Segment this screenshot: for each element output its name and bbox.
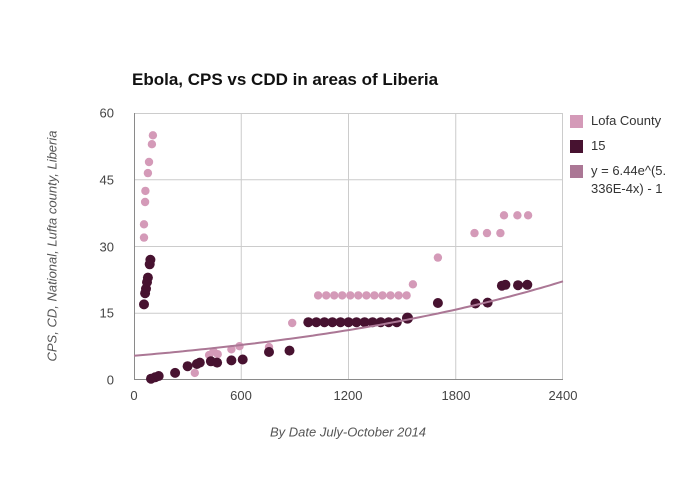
data-point xyxy=(370,291,379,300)
data-point xyxy=(327,317,338,328)
legend-item-15[interactable]: 15 xyxy=(570,137,690,155)
x-tick-label: 1200 xyxy=(333,388,363,403)
data-point xyxy=(153,371,164,381)
trendline xyxy=(133,280,564,357)
legend-label: Lofa County xyxy=(591,113,662,128)
data-point xyxy=(226,355,237,366)
data-point xyxy=(313,291,323,300)
data-point xyxy=(194,357,205,368)
data-point xyxy=(288,318,297,328)
data-point xyxy=(330,291,339,300)
legend-item-trendline[interactable]: y = 6.44e^(5. 336E-4x) - 1 xyxy=(570,162,690,198)
data-point xyxy=(143,168,153,178)
data-point xyxy=(522,279,533,290)
data-point xyxy=(386,291,395,300)
x-tick-label: 1800 xyxy=(441,388,471,403)
data-point xyxy=(144,157,154,167)
data-point xyxy=(237,354,248,365)
data-point xyxy=(148,131,158,140)
y-axis-title: CPS, CD, National, Lufta county, Liberia xyxy=(44,130,60,362)
data-point xyxy=(170,367,181,378)
data-point xyxy=(354,291,363,300)
data-point xyxy=(362,291,371,300)
chart-title: Ebola, CPS vs CDD in areas of Liberia xyxy=(132,70,439,89)
data-point xyxy=(182,361,193,372)
data-point xyxy=(394,291,403,300)
data-point xyxy=(338,291,347,300)
x-tick-label: 600 xyxy=(230,388,252,403)
legend-item-lofa-county[interactable]: Lofa County xyxy=(570,112,690,130)
legend: Lofa County 15 y = 6.44e^(5. 336E-4x) - … xyxy=(570,112,690,205)
data-point xyxy=(482,228,492,238)
y-tick-label: 15 xyxy=(99,305,114,321)
legend-swatch-icon xyxy=(570,165,583,178)
data-point xyxy=(212,357,223,368)
data-point xyxy=(190,368,199,378)
data-point xyxy=(470,228,479,238)
data-point xyxy=(303,317,314,328)
data-point xyxy=(499,211,509,220)
data-point xyxy=(351,317,362,328)
data-point xyxy=(319,317,330,328)
data-point xyxy=(408,280,418,289)
data-point xyxy=(513,211,522,220)
data-point xyxy=(432,298,443,308)
data-point xyxy=(500,279,511,290)
data-point xyxy=(496,228,505,238)
data-point xyxy=(284,345,295,356)
data-point xyxy=(311,317,322,328)
data-point xyxy=(523,211,533,220)
legend-swatch-icon xyxy=(570,115,583,128)
data-point xyxy=(513,280,523,291)
x-tick-label: 0 xyxy=(130,388,138,403)
data-point xyxy=(139,233,149,242)
data-point xyxy=(378,291,387,300)
data-point xyxy=(140,197,150,207)
plot-svg xyxy=(133,113,564,384)
data-point xyxy=(335,317,346,328)
data-point xyxy=(213,350,222,359)
data-point xyxy=(139,299,149,310)
data-point xyxy=(433,253,443,262)
data-point xyxy=(346,291,355,300)
y-tick-label: 45 xyxy=(99,172,114,188)
legend-label: y = 6.44e^(5. 336E-4x) - 1 xyxy=(591,163,667,196)
plot-area xyxy=(133,113,564,384)
data-point xyxy=(343,317,354,328)
data-point xyxy=(322,291,331,300)
y-tick-label: 0 xyxy=(106,372,114,388)
data-point xyxy=(145,254,156,265)
y-tick-label: 30 xyxy=(99,239,114,255)
data-point xyxy=(359,317,370,328)
legend-swatch-icon xyxy=(570,140,583,153)
data-point xyxy=(141,186,150,196)
y-tick-label: 60 xyxy=(99,105,114,121)
data-point xyxy=(402,291,411,300)
data-point xyxy=(147,140,157,149)
x-axis-title: By Date July-October 2014 xyxy=(269,424,427,440)
data-point xyxy=(264,347,274,357)
legend-label: 15 xyxy=(591,138,606,153)
x-tick-label: 2400 xyxy=(548,388,578,403)
data-point xyxy=(139,220,149,229)
data-point xyxy=(142,272,153,283)
